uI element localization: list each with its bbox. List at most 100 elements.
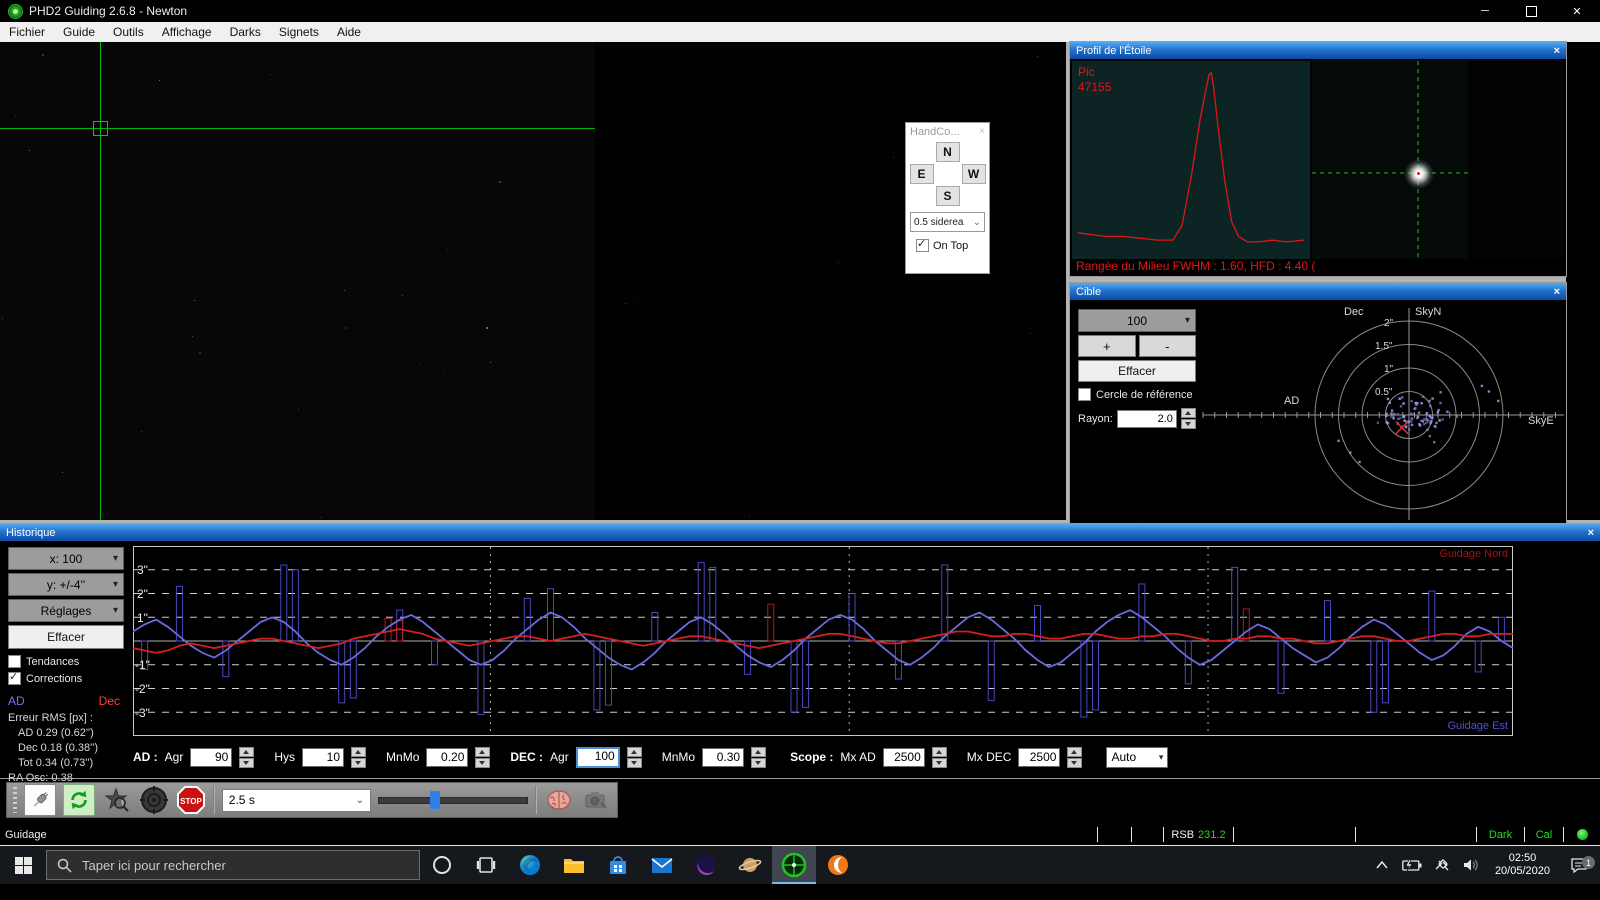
action-center-button[interactable]: 1 [1558, 856, 1600, 873]
taskbar-phd2[interactable] [772, 846, 816, 884]
clock-time: 02:50 [1508, 852, 1537, 864]
gamma-slider[interactable] [378, 785, 529, 815]
hysteresis-input[interactable]: 10 [302, 747, 345, 767]
menu-aide[interactable]: Aide [336, 25, 361, 39]
taskbar-store[interactable] [596, 846, 640, 884]
v-splitter[interactable] [1066, 42, 1070, 524]
dec-aggression-spinner[interactable] [626, 746, 642, 768]
menu-outils[interactable]: Outils [113, 25, 144, 39]
start-button[interactable] [0, 846, 46, 884]
guide-status-cell [1563, 827, 1600, 842]
camera-wrench-icon [585, 792, 607, 809]
tray-network[interactable] [1427, 858, 1457, 872]
taskbar-firefox-nightly[interactable] [684, 846, 728, 884]
history-panel: Historique × x: 100 y: +/-4'' Réglages E… [0, 524, 1600, 784]
connect-equipment-button[interactable] [23, 784, 56, 816]
gamma-slider-thumb[interactable] [430, 791, 441, 809]
hys-label: Hys [274, 750, 296, 764]
max-ra-duration-spinner[interactable] [931, 746, 947, 768]
ra-aggression-input[interactable]: 90 [190, 747, 233, 767]
radius-label: Rayon: [1078, 412, 1113, 425]
ring-label-1: 1" [1384, 364, 1394, 375]
pulse-south-button[interactable]: S [935, 186, 960, 206]
history-clear-button[interactable]: Effacer [8, 625, 124, 649]
dec-aggression-input[interactable]: 100 [575, 746, 620, 768]
stop-sign-icon: STOP [176, 786, 205, 814]
max-dec-duration-input[interactable]: 2500 [1018, 747, 1061, 767]
cortana-icon [433, 856, 451, 874]
tray-battery[interactable] [1397, 859, 1427, 871]
star-profile-close-icon[interactable]: × [1553, 44, 1560, 57]
camera-properties-button[interactable] [581, 785, 611, 815]
camera-view[interactable] [0, 42, 1066, 524]
target-zoom-in-button[interactable]: + [1078, 335, 1136, 357]
target-close-icon[interactable]: × [1553, 285, 1560, 298]
taskbar-edge[interactable] [508, 846, 552, 884]
menu-guide[interactable]: Guide [63, 25, 96, 39]
brain-icon [547, 790, 571, 810]
trend-checkbox[interactable] [8, 655, 21, 668]
target-zoom-dropdown[interactable]: 100 [1078, 309, 1196, 332]
pulse-east-button[interactable]: E [909, 164, 934, 184]
taskbar-sharpcap[interactable] [816, 846, 860, 884]
taskbar-planetarium[interactable] [728, 846, 772, 884]
target-clear-button[interactable]: Effacer [1078, 360, 1196, 382]
history-xscale-dropdown[interactable]: x: 100 [8, 547, 124, 570]
tray-volume[interactable] [1457, 858, 1487, 872]
radius-spinner[interactable] [1180, 408, 1196, 429]
auto-select-star-button[interactable] [102, 785, 132, 815]
taskbar-task-view[interactable] [464, 846, 508, 884]
file-explorer-icon [564, 859, 584, 873]
legend-guidage-nord: Guidage Nord [1439, 548, 1509, 560]
loop-exposures-button[interactable] [62, 784, 95, 816]
target-zoom-out-button[interactable]: - [1138, 335, 1196, 357]
maximize-button[interactable] [1508, 0, 1554, 22]
minimize-button[interactable]: ─ [1481, 5, 1489, 17]
ra-aggression-spinner[interactable] [239, 746, 255, 768]
start-guiding-button[interactable] [139, 785, 169, 815]
pulse-north-button[interactable]: N [935, 142, 960, 162]
taskbar-cortana[interactable] [420, 846, 464, 884]
hand-controller-close-icon[interactable]: × [979, 126, 985, 137]
taskbar-clock[interactable]: 02:50 20/05/2020 [1487, 852, 1558, 878]
guide-rate-dropdown[interactable]: 0.5 siderea ⌄ [910, 212, 985, 232]
menu-affichage[interactable]: Affichage [161, 25, 212, 39]
close-button[interactable]: ✕ [1572, 5, 1582, 18]
reference-circle-checkbox[interactable] [1078, 388, 1091, 401]
tray-chevron[interactable] [1367, 861, 1397, 869]
dec-guide-mode-select[interactable]: Auto [1106, 746, 1169, 768]
max-ra-duration-input[interactable]: 2500 [882, 747, 925, 767]
taskbar-search-box[interactable] [46, 850, 420, 880]
corrections-checkbox[interactable] [8, 670, 21, 685]
dec-minmove-input[interactable]: 0.30 [702, 747, 745, 767]
advanced-settings-button[interactable] [544, 785, 574, 815]
history-yscale-dropdown[interactable]: y: +/-4'' [8, 573, 124, 596]
stop-button[interactable]: STOP [176, 785, 206, 815]
history-close-icon[interactable]: × [1587, 526, 1594, 539]
max-dec-duration-spinner[interactable] [1067, 746, 1083, 768]
radius-input[interactable]: 2.0 [1116, 409, 1177, 428]
ra-minmove-spinner[interactable] [475, 746, 491, 768]
on-top-checkbox[interactable] [916, 237, 929, 252]
search-input[interactable] [80, 856, 364, 874]
toolbar-drag-handle[interactable] [13, 787, 17, 813]
h-splitter[interactable] [0, 520, 1600, 524]
taskbar-mail[interactable] [640, 846, 684, 884]
hysteresis-spinner[interactable] [351, 746, 367, 768]
dec-series-label: Dec [98, 694, 120, 708]
windows-logo-icon [14, 856, 32, 874]
legend-guidage-est: Guidage Est [1447, 720, 1508, 732]
exposure-duration-select[interactable]: 2.5 s [221, 788, 372, 812]
agr-label: Agr [164, 750, 184, 764]
panel-splitter[interactable] [1070, 276, 1566, 283]
menu-fichier[interactable]: Fichier [9, 25, 46, 39]
ra-minmove-input[interactable]: 0.20 [426, 747, 469, 767]
ytick-2: 2" [137, 587, 148, 601]
ring-label-15: 1.5" [1375, 341, 1393, 352]
pulse-west-button[interactable]: W [961, 164, 986, 184]
menu-darks[interactable]: Darks [229, 25, 261, 39]
menu-signets[interactable]: Signets [278, 25, 319, 39]
taskbar-file-explorer[interactable] [552, 846, 596, 884]
dec-minmove-spinner[interactable] [751, 746, 767, 768]
history-settings-dropdown[interactable]: Réglages [8, 599, 124, 622]
